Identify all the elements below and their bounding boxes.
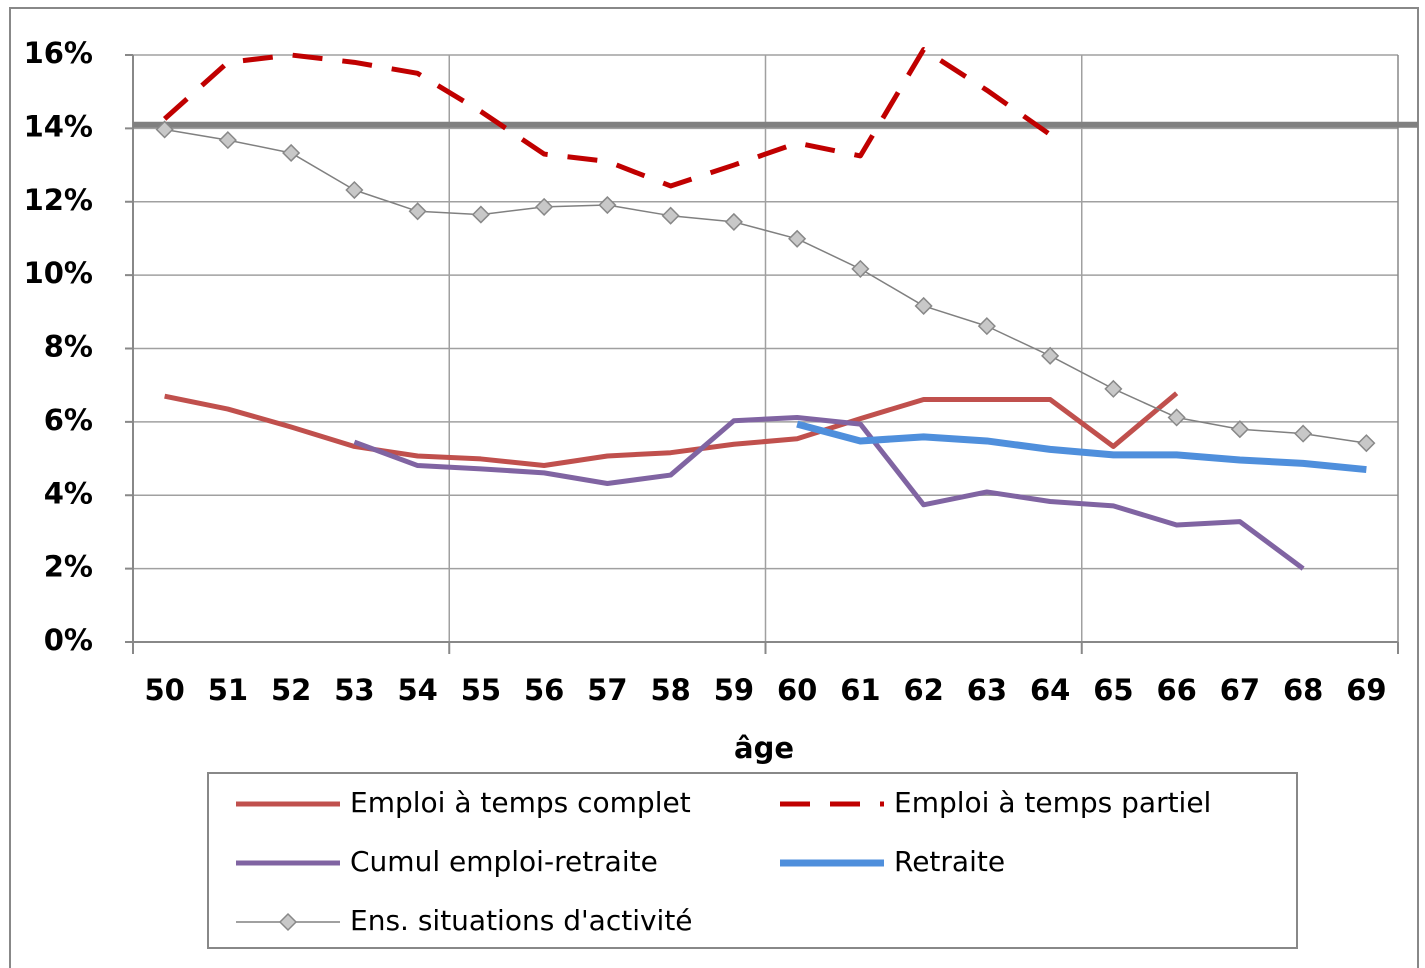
data-point: [1230, 420, 1249, 439]
x-tick-label: 69: [1346, 673, 1386, 707]
legend-label: Emploi à temps complet: [350, 786, 691, 819]
data-point: [1041, 346, 1060, 365]
data-point: [977, 317, 996, 336]
y-tick-label: 16%: [24, 36, 93, 70]
x-tick-label: 67: [1220, 673, 1260, 707]
x-tick-label: 62: [903, 673, 943, 707]
data-point: [1104, 379, 1123, 398]
legend-label: Emploi à temps partiel: [894, 786, 1211, 819]
data-point: [1357, 434, 1376, 453]
data-point: [598, 195, 617, 215]
x-tick-label: 50: [144, 673, 184, 707]
data-point: [1167, 408, 1186, 427]
data-point: [345, 180, 364, 200]
y-tick-label: 0%: [44, 623, 93, 657]
chart-frame: [9, 7, 1419, 968]
x-tick-label: 64: [1030, 673, 1070, 707]
x-tick-label: 58: [650, 673, 690, 707]
legend-label: Ens. situations d'activité: [350, 904, 693, 937]
legend-marker: [278, 912, 298, 932]
x-tick-label: 53: [334, 673, 374, 707]
data-point: [471, 205, 490, 224]
x-tick-label: 60: [777, 673, 817, 707]
y-tick-label: 14%: [24, 109, 93, 143]
x-tick-label: 65: [1093, 673, 1133, 707]
x-tick-label: 51: [208, 673, 248, 707]
legend: [207, 772, 1298, 949]
x-tick-label: 66: [1156, 673, 1196, 707]
x-axis-label: âge: [734, 731, 794, 765]
legend-label: Retraite: [894, 845, 1005, 878]
data-point: [282, 143, 301, 163]
y-tick-label: 6%: [44, 403, 93, 437]
data-point: [218, 131, 237, 150]
series-line: [162, 46, 1052, 189]
x-tick-label: 55: [461, 673, 501, 707]
x-tick-label: 52: [271, 673, 311, 707]
data-point: [155, 120, 174, 139]
y-tick-label: 8%: [44, 330, 93, 364]
series-line: [164, 128, 1367, 444]
x-tick-label: 59: [714, 673, 754, 707]
data-point: [661, 206, 680, 225]
y-tick-label: 10%: [24, 256, 93, 290]
y-tick-label: 2%: [44, 550, 93, 584]
data-point: [408, 202, 427, 221]
data-point: [851, 259, 870, 278]
x-tick-label: 68: [1283, 673, 1323, 707]
series-line: [164, 391, 1179, 469]
x-tick-label: 63: [967, 673, 1007, 707]
x-tick-label: 54: [397, 673, 437, 707]
y-tick-label: 4%: [44, 476, 93, 510]
series-line: [353, 414, 1305, 571]
x-tick-label: 61: [840, 673, 880, 707]
x-tick-label: 57: [587, 673, 627, 707]
data-point: [1294, 424, 1313, 443]
x-tick-label: 56: [524, 673, 564, 707]
y-tick-label: 12%: [24, 183, 93, 217]
data-point: [788, 229, 807, 248]
legend-label: Cumul emploi-retraite: [350, 845, 658, 878]
data-point: [535, 197, 554, 216]
series-line: [796, 420, 1367, 474]
data-point: [914, 296, 933, 316]
data-point: [724, 212, 743, 231]
